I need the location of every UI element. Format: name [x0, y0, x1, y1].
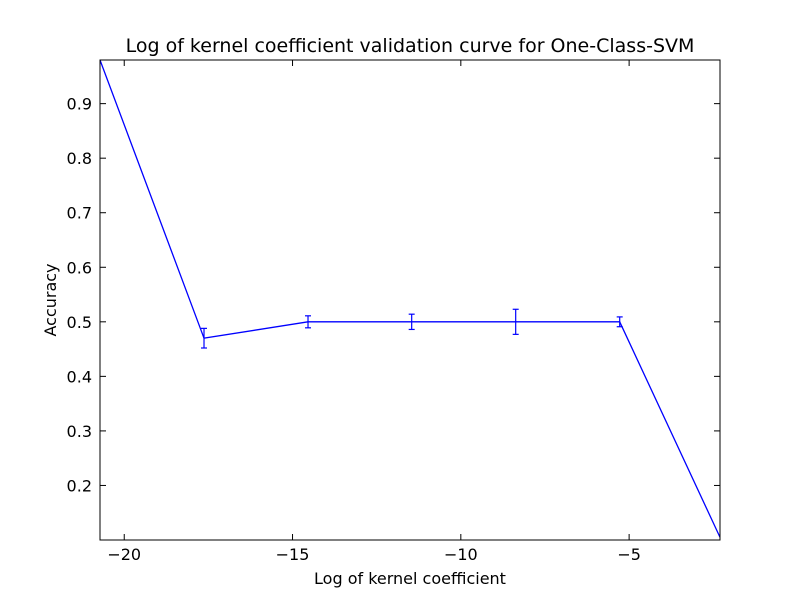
plot-area [100, 60, 720, 538]
y-tick-label: 0.3 [67, 422, 92, 441]
y-tick-label: 0.4 [67, 367, 92, 386]
x-tick-label: −15 [276, 545, 310, 564]
axes: −20 −15 −10 −5 0.2 0.3 0.4 0.5 0.6 0.7 0.8 0.9 [67, 59, 721, 564]
x-tick-label: −10 [444, 545, 478, 564]
x-tick-label: −5 [617, 545, 641, 564]
plot-frame [99, 59, 721, 541]
x-tick-label: −20 [107, 545, 141, 564]
y-tick-label: 0.5 [67, 313, 92, 332]
y-tick-label: 0.6 [67, 258, 92, 277]
y-tick-label: 0.7 [67, 204, 92, 223]
series-line [100, 60, 720, 538]
y-tick-label: 0.9 [67, 95, 92, 114]
y-tick-label: 0.8 [67, 149, 92, 168]
x-axis-label: Log of kernel coefficient [314, 569, 506, 588]
y-tick-label: 0.2 [67, 476, 92, 495]
y-axis-label: Accuracy [41, 263, 60, 336]
chart-title: Log of kernel coefficient validation cur… [126, 35, 695, 57]
